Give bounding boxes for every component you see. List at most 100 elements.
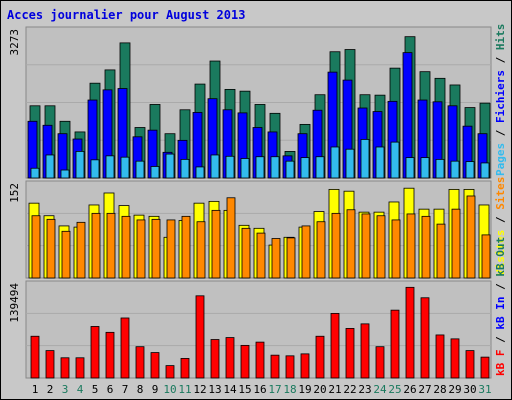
bar-kbf — [300, 353, 310, 379]
bar-sites — [361, 213, 371, 279]
day-label: 13 — [208, 383, 221, 396]
bar-kbf — [345, 328, 355, 379]
day-label: 1 — [32, 383, 39, 396]
bar-pages — [390, 141, 400, 179]
bar-kbf — [195, 295, 205, 379]
day-label: 29 — [448, 383, 461, 396]
bar-kbf — [60, 357, 70, 379]
day-label: 10 — [163, 383, 176, 396]
bar-sites — [61, 230, 71, 279]
day-label: 14 — [223, 383, 237, 396]
bar-kbf — [390, 309, 400, 379]
bar-pages — [465, 161, 475, 179]
bar-kbf — [405, 286, 415, 379]
bar-kbf — [135, 346, 145, 379]
bar-kbf — [45, 350, 55, 379]
panel-hits-legend: Pages / Fichiers / Hits — [494, 24, 507, 176]
bar-sites — [256, 232, 266, 279]
day-label: 24 — [373, 383, 387, 396]
day-label: 4 — [77, 383, 84, 396]
bar-pages — [210, 154, 220, 179]
bar-kbf — [120, 317, 130, 379]
panel-visits-ymax-label: 152 — [8, 183, 21, 203]
bar-sites — [286, 237, 296, 279]
legend-item: Sites — [494, 177, 507, 210]
bar-pages — [135, 160, 145, 179]
bar-pages — [285, 160, 295, 179]
bar-sites — [316, 221, 326, 279]
bar-kbf — [75, 357, 85, 379]
bar-sites — [241, 227, 251, 279]
legend-item: Pages — [494, 143, 507, 176]
bar-pages — [180, 158, 190, 179]
bar-sites — [301, 225, 311, 279]
bar-kbf — [465, 350, 475, 379]
bar-pages — [360, 139, 370, 179]
bar-pages — [105, 155, 115, 179]
day-label: 16 — [253, 383, 266, 396]
bar-sites — [376, 215, 386, 279]
bar-kbf — [150, 352, 160, 379]
day-label: 27 — [418, 383, 431, 396]
bar-kbf — [240, 344, 250, 379]
bar-sites — [121, 215, 131, 279]
chart-title: Acces journalier pour August 2013 — [7, 8, 246, 22]
bar-sites — [151, 218, 161, 279]
legend-item: kB In — [494, 297, 507, 330]
bar-sites — [106, 212, 116, 279]
bar-sites — [196, 221, 206, 279]
bar-sites — [31, 215, 41, 279]
bar-kbf — [450, 338, 460, 379]
bar-kbf — [255, 341, 265, 379]
bar-kbf — [315, 335, 325, 379]
day-label: 11 — [178, 383, 191, 396]
legend-item: Fichiers — [494, 70, 507, 123]
bar-sites — [331, 212, 341, 279]
bar-kbf — [435, 334, 445, 379]
bar-pages — [75, 151, 85, 179]
bar-kbf — [165, 365, 175, 379]
bar-pages — [435, 158, 445, 179]
bar-pages — [300, 157, 310, 179]
bar-kbf — [360, 323, 370, 379]
bar-sites — [76, 221, 86, 279]
day-label: 6 — [107, 383, 114, 396]
panel-hits-ymax-label: 3273 — [8, 29, 21, 56]
bar-kbf — [105, 331, 115, 379]
legend-item: kB Out — [494, 237, 507, 277]
bar-sites — [436, 223, 446, 279]
legend-item: Hits — [494, 24, 507, 51]
day-label: 7 — [122, 383, 129, 396]
bar-sites — [466, 195, 476, 279]
bar-kbf — [330, 313, 340, 379]
bar-pages — [165, 153, 175, 179]
panel-visits-legend: Visites / Sites — [494, 177, 507, 276]
bar-pages — [315, 156, 325, 179]
bar-sites — [226, 197, 236, 279]
bar-pages — [45, 154, 55, 179]
day-label: 9 — [152, 383, 159, 396]
bar-pages — [90, 159, 100, 179]
bar-sites — [181, 215, 191, 279]
bar-sites — [481, 234, 491, 279]
day-label: 5 — [92, 383, 99, 396]
bar-pages — [450, 160, 460, 179]
day-label: 25 — [388, 383, 401, 396]
bar-pages — [120, 156, 130, 179]
day-label: 30 — [463, 383, 476, 396]
bar-kbf — [225, 337, 235, 379]
bar-kbf — [180, 358, 190, 379]
bar-sites — [91, 212, 101, 279]
panel-kb-ymax-label: 139494 — [8, 283, 21, 323]
bar-kbf — [480, 356, 490, 379]
day-label: 21 — [328, 383, 341, 396]
bar-pages — [480, 162, 490, 179]
day-label: 12 — [193, 383, 206, 396]
bar-sites — [421, 215, 431, 279]
bar-sites — [271, 238, 281, 279]
day-label: 15 — [238, 383, 251, 396]
day-label: 18 — [283, 383, 296, 396]
panel-kb-legend: kB F / kB In / kB Out — [494, 237, 507, 376]
day-label: 8 — [137, 383, 144, 396]
